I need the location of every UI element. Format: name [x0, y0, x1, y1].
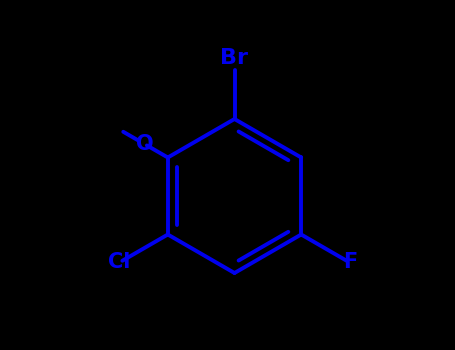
Text: F: F — [343, 252, 358, 272]
Text: Cl: Cl — [107, 252, 130, 272]
Text: Br: Br — [221, 48, 248, 68]
Text: O: O — [136, 134, 153, 154]
